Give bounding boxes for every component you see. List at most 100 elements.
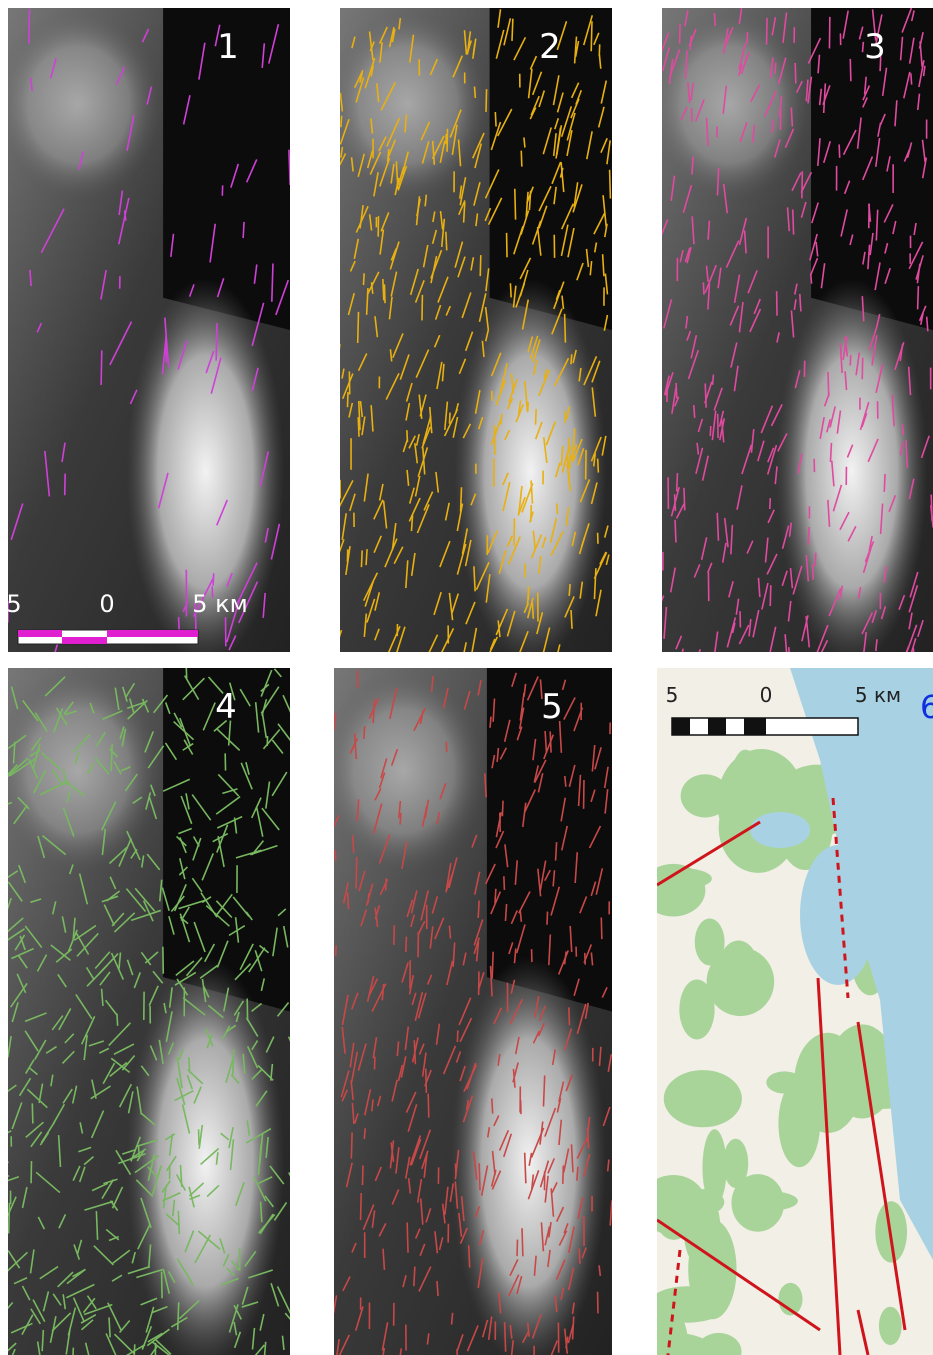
lineament — [384, 284, 385, 303]
lineament — [800, 294, 801, 311]
lineament — [902, 424, 903, 435]
lineament — [111, 744, 112, 771]
lineament — [101, 350, 102, 385]
lineament — [884, 474, 885, 492]
lineament — [72, 1348, 73, 1355]
lineament — [348, 893, 349, 909]
lineament — [571, 354, 572, 364]
lineament — [521, 151, 522, 167]
lineament — [579, 1248, 580, 1263]
lineament — [512, 19, 513, 41]
lineament — [474, 87, 475, 98]
lineament — [351, 1133, 352, 1159]
panel-label: 5 — [541, 687, 563, 727]
lineament — [289, 1172, 303, 1198]
lineament — [479, 1163, 480, 1190]
lineament — [527, 590, 528, 607]
lineament — [828, 372, 829, 397]
forest — [718, 940, 760, 1002]
scale-label: 5 км — [192, 590, 248, 618]
lineament — [610, 170, 611, 199]
lineament — [109, 1317, 110, 1337]
lineament — [680, 24, 681, 43]
figure: 1 2 3 4 5 6 5 0 5 км 5 0 5 км — [0, 0, 933, 1355]
map-panel — [0, 668, 302, 1355]
lineament — [29, 9, 30, 44]
lineament — [406, 937, 407, 952]
forest — [736, 1191, 798, 1211]
lineament — [927, 317, 928, 332]
lineament — [400, 813, 401, 825]
lineament — [452, 1313, 453, 1325]
scale-label: 5 км — [855, 683, 901, 707]
scale-label: 5 — [666, 683, 679, 707]
lineament — [713, 375, 714, 385]
lineament — [178, 1302, 179, 1330]
lineament — [336, 945, 337, 955]
lineament — [791, 107, 792, 126]
lineament — [138, 1146, 139, 1157]
lineament — [525, 564, 526, 578]
lineament — [364, 1128, 365, 1139]
lineament — [492, 1098, 493, 1113]
lineament — [714, 13, 715, 26]
lineament — [505, 1322, 506, 1352]
highland — [648, 8, 811, 201]
map-panel — [320, 668, 612, 1355]
lineament — [550, 731, 551, 752]
forest — [679, 979, 714, 1039]
highland — [0, 668, 163, 874]
lineament — [366, 549, 367, 565]
lineament — [394, 925, 395, 945]
lineament — [233, 1049, 234, 1075]
map-panel — [634, 668, 933, 1355]
lineament — [0, 1176, 9, 1184]
lineament — [363, 273, 364, 285]
lineament — [770, 585, 771, 606]
forest — [664, 1070, 742, 1127]
lineament — [469, 1245, 470, 1267]
lineament — [705, 383, 706, 407]
lineament — [414, 1267, 415, 1287]
lineament — [364, 726, 365, 739]
lineament — [243, 222, 244, 238]
lineament — [178, 1211, 179, 1234]
lineament — [446, 232, 447, 251]
panel-label: 4 — [215, 687, 237, 727]
lineament — [478, 901, 479, 918]
lineament — [9, 1203, 10, 1234]
lineament — [591, 21, 592, 51]
lineament — [694, 405, 695, 418]
lineament — [830, 443, 831, 462]
lineament — [850, 355, 851, 366]
lineament — [341, 116, 342, 128]
lineament — [676, 383, 677, 399]
panel-label: 3 — [864, 27, 886, 67]
lineament — [449, 926, 450, 939]
panel-label: 2 — [539, 27, 561, 67]
lineament — [480, 255, 481, 276]
forest — [879, 1307, 902, 1345]
forest — [681, 774, 730, 817]
lineament — [839, 144, 840, 157]
lineament — [813, 564, 814, 579]
forest — [702, 1129, 726, 1205]
lineament — [449, 413, 450, 424]
lineament — [692, 157, 693, 175]
lineament — [675, 520, 676, 543]
lineament — [338, 344, 340, 355]
lineament — [510, 283, 511, 297]
lineament — [775, 63, 776, 74]
lineament — [556, 842, 557, 860]
lineament — [383, 279, 384, 300]
lineament — [524, 137, 525, 147]
map-panel — [326, 8, 612, 667]
lineament — [199, 1129, 200, 1145]
forest — [695, 918, 725, 965]
lineament — [571, 610, 572, 629]
lineament — [428, 1094, 429, 1118]
lineament — [536, 409, 537, 425]
lineament — [677, 473, 678, 491]
lineament — [502, 801, 503, 817]
lineament — [356, 857, 357, 889]
